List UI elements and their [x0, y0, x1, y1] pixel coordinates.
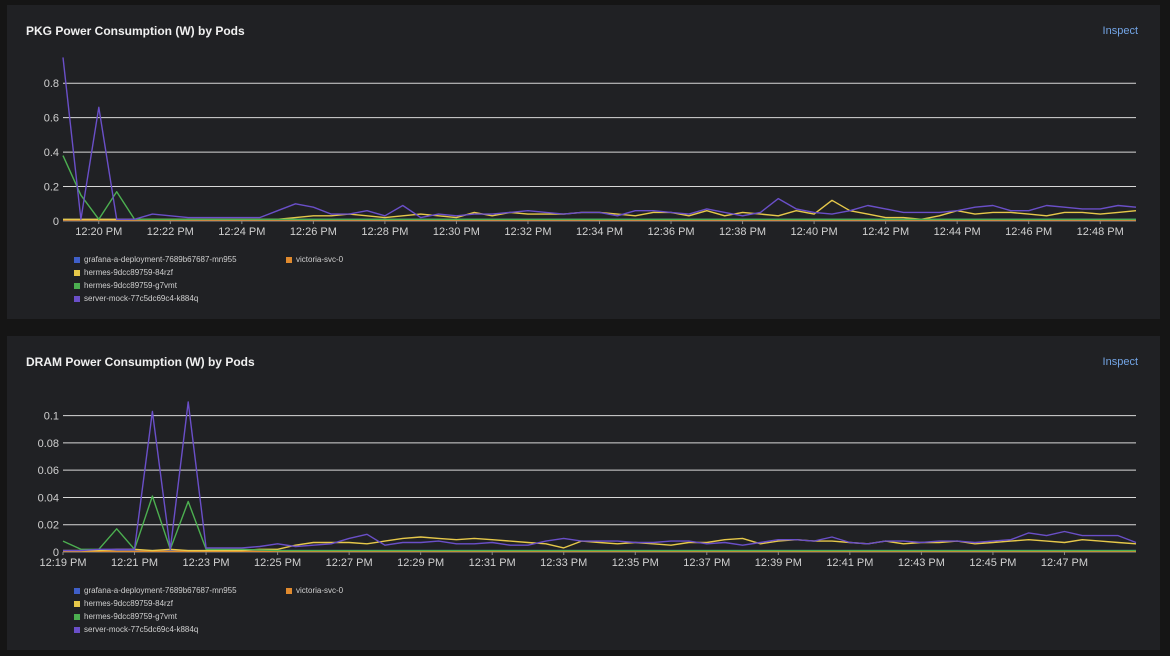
- legend-label: grafana-a-deployment-7689b67687-mn955: [84, 586, 237, 595]
- x-tick-label: 12:38 PM: [719, 226, 766, 238]
- x-tick-label: 12:44 PM: [934, 226, 981, 238]
- x-tick-label: 12:29 PM: [397, 557, 444, 569]
- dram-power-chart: 0 0.02 0.04 0.06 0.08 0.1 12:19 PM 12:21 PM 12:2…: [38, 401, 1137, 569]
- y-tick-label: 0.8: [44, 78, 59, 90]
- x-tick-label: 12:22 PM: [147, 226, 194, 238]
- legend-swatch: [74, 256, 80, 263]
- chart-legend: grafana-a-deployment-7689b67687-mn955 vic…: [74, 586, 394, 642]
- y-tick-label: 0: [53, 547, 59, 559]
- x-tick-label: 12:28 PM: [361, 226, 408, 238]
- dram-power-panel: DRAM Power Consumption (W) by Pods Inspe…: [7, 336, 1160, 650]
- series-line-server-mock-77c5dc69c4-k884q: [62, 57, 1137, 221]
- inspect-link[interactable]: Inspect: [1102, 356, 1138, 368]
- panel-title: PKG Power Consumption (W) by Pods: [26, 24, 245, 38]
- legend-item[interactable]: server-mock-77c5dc69c4-k884q: [74, 294, 198, 303]
- x-tick-label: 12:35 PM: [612, 557, 659, 569]
- legend-swatch: [74, 269, 80, 276]
- x-tick-label: 12:48 PM: [1077, 226, 1124, 238]
- legend-item[interactable]: grafana-a-deployment-7689b67687-mn955: [74, 586, 237, 595]
- legend-swatch: [286, 256, 292, 263]
- x-tick-label: 12:42 PM: [862, 226, 909, 238]
- x-tick-label: 12:30 PM: [433, 226, 480, 238]
- pkg-power-panel: PKG Power Consumption (W) by Pods Inspec…: [7, 5, 1160, 319]
- legend-label: grafana-a-deployment-7689b67687-mn955: [84, 255, 237, 264]
- y-tick-label: 0.6: [44, 113, 59, 125]
- x-tick-label: 12:32 PM: [504, 226, 551, 238]
- legend-label: hermes-9dcc89759-84rzf: [84, 268, 173, 277]
- pkg-power-chart: 0 0.2 0.4 0.6 0.8 12:20 PM 12:22 PM 12:24 PM 12:…: [44, 57, 1137, 238]
- y-tick-label: 0.04: [38, 492, 59, 504]
- legend-item[interactable]: hermes-9dcc89759-g7vmt: [74, 281, 177, 290]
- legend-label: server-mock-77c5dc69c4-k884q: [84, 294, 199, 303]
- x-tick-label: 12:21 PM: [111, 557, 158, 569]
- x-tick-label: 12:39 PM: [755, 557, 802, 569]
- y-tick-label: 0.02: [38, 520, 59, 532]
- y-tick-label: 0.2: [44, 182, 59, 194]
- x-tick-label: 12:41 PM: [826, 557, 873, 569]
- chart-legend: grafana-a-deployment-7689b67687-mn955 vic…: [74, 255, 394, 311]
- y-tick-label: 0.08: [38, 438, 59, 450]
- x-tick-label: 12:36 PM: [647, 226, 694, 238]
- x-tick-label: 12:20 PM: [75, 226, 122, 238]
- legend-label: hermes-9dcc89759-g7vmt: [84, 612, 177, 621]
- y-tick-label: 0: [53, 216, 59, 228]
- x-tick-label: 12:47 PM: [1041, 557, 1088, 569]
- legend-item[interactable]: grafana-a-deployment-7689b67687-mn955: [74, 255, 237, 264]
- legend-label: server-mock-77c5dc69c4-k884q: [84, 625, 199, 634]
- series-line-hermes-9dcc89759-g7vmt: [62, 495, 1136, 552]
- legend-label: victoria-svc-0: [296, 586, 344, 595]
- y-tick-label: 0.06: [38, 465, 59, 477]
- x-tick-label: 12:34 PM: [576, 226, 623, 238]
- legend-swatch: [74, 626, 80, 633]
- legend-item[interactable]: hermes-9dcc89759-g7vmt: [74, 612, 177, 621]
- panel-title: DRAM Power Consumption (W) by Pods: [26, 355, 255, 369]
- legend-item[interactable]: victoria-svc-0: [286, 255, 343, 264]
- legend-swatch: [74, 587, 80, 594]
- x-tick-label: 12:25 PM: [254, 557, 301, 569]
- legend-label: hermes-9dcc89759-84rzf: [84, 599, 173, 608]
- x-tick-label: 12:27 PM: [326, 557, 373, 569]
- x-tick-label: 12:31 PM: [469, 557, 516, 569]
- series-line-hermes-9dcc89759-g7vmt: [62, 155, 1136, 221]
- legend-label: hermes-9dcc89759-g7vmt: [84, 281, 177, 290]
- x-tick-label: 12:23 PM: [183, 557, 230, 569]
- x-tick-label: 12:33 PM: [540, 557, 587, 569]
- x-tick-label: 12:26 PM: [290, 226, 337, 238]
- x-tick-label: 12:45 PM: [969, 557, 1016, 569]
- legend-swatch: [286, 587, 292, 594]
- legend-item[interactable]: hermes-9dcc89759-84rzf: [74, 599, 173, 608]
- legend-swatch: [74, 295, 80, 302]
- x-tick-label: 12:46 PM: [1005, 226, 1052, 238]
- y-tick-label: 0.4: [44, 147, 59, 159]
- legend-label: victoria-svc-0: [296, 255, 344, 264]
- legend-item[interactable]: server-mock-77c5dc69c4-k884q: [74, 625, 198, 634]
- series-line-server-mock-77c5dc69c4-k884q: [63, 401, 1137, 552]
- inspect-link[interactable]: Inspect: [1102, 25, 1138, 37]
- legend-swatch: [74, 600, 80, 607]
- x-tick-label: 12:24 PM: [218, 226, 265, 238]
- x-tick-label: 12:19 PM: [39, 557, 86, 569]
- x-tick-label: 12:43 PM: [898, 557, 945, 569]
- legend-swatch: [74, 282, 80, 289]
- x-tick-label: 12:40 PM: [791, 226, 838, 238]
- legend-swatch: [74, 613, 80, 620]
- y-tick-label: 0.1: [44, 411, 59, 423]
- x-tick-label: 12:37 PM: [683, 557, 730, 569]
- legend-item[interactable]: victoria-svc-0: [286, 586, 343, 595]
- legend-item[interactable]: hermes-9dcc89759-84rzf: [74, 268, 173, 277]
- series-line-hermes-9dcc89759-84rzf: [63, 199, 1137, 221]
